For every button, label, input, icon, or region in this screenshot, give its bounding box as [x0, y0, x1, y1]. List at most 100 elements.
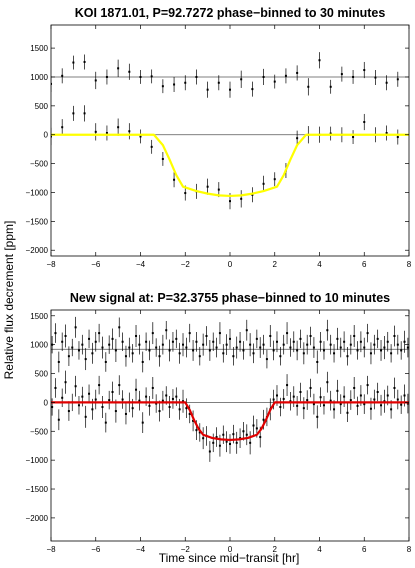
- data-point: [262, 418, 265, 421]
- data-point: [346, 355, 349, 358]
- data-point: [198, 355, 201, 358]
- data-point: [262, 182, 265, 185]
- plot-frame: [50, 24, 410, 257]
- y-tick-label: 1500: [30, 312, 48, 321]
- data-point: [206, 88, 209, 91]
- data-point: [356, 404, 359, 407]
- data-point: [105, 75, 108, 78]
- data-point: [229, 88, 231, 91]
- data-point: [81, 343, 84, 346]
- data-point: [173, 178, 176, 181]
- data-point: [206, 185, 209, 188]
- data-point: [158, 410, 161, 413]
- data-point: [366, 332, 369, 335]
- x-tick-label: 6: [362, 545, 367, 554]
- data-point: [376, 391, 379, 394]
- data-point: [124, 355, 127, 358]
- data-point: [67, 410, 70, 413]
- data-point: [385, 131, 388, 134]
- data-point: [312, 403, 315, 406]
- data-point: [333, 408, 336, 411]
- data-point: [318, 59, 321, 62]
- data-point: [252, 352, 255, 355]
- x-tick-label: −4: [136, 260, 146, 269]
- data-point: [188, 412, 191, 415]
- data-point: [229, 337, 231, 340]
- data-point: [135, 334, 138, 337]
- data-point: [339, 403, 342, 406]
- data-point: [81, 395, 84, 398]
- data-point: [232, 433, 235, 436]
- data-point: [205, 334, 208, 337]
- data-point: [192, 419, 195, 422]
- data-point: [148, 349, 151, 352]
- data-point: [282, 397, 285, 400]
- data-point: [363, 69, 366, 72]
- data-point: [359, 394, 362, 397]
- data-point: [249, 343, 252, 346]
- x-tick-label: −8: [46, 260, 56, 269]
- data-point: [173, 83, 176, 86]
- x-tick-label: −2: [181, 260, 191, 269]
- data-point: [333, 352, 336, 355]
- data-point: [61, 126, 64, 129]
- x-tick-label: 8: [407, 545, 412, 554]
- data-point: [135, 388, 138, 391]
- chart-panel-1: KOI 1871.01, P=92.7272 phase−binned to 3…: [26, 6, 412, 269]
- data-point: [282, 343, 285, 346]
- data-point: [349, 399, 352, 402]
- data-point: [316, 415, 319, 418]
- data-point: [175, 395, 178, 398]
- data-point: [151, 386, 154, 389]
- data-point: [217, 81, 220, 84]
- y-tick-label: −1000: [26, 456, 49, 465]
- data-point: [396, 136, 399, 139]
- data-point: [289, 400, 292, 403]
- data-point: [94, 130, 97, 133]
- data-point: [145, 340, 148, 343]
- data-point: [94, 398, 97, 401]
- data-point: [245, 433, 248, 436]
- data-point: [57, 418, 60, 421]
- data-point: [319, 396, 322, 399]
- data-point: [265, 358, 268, 361]
- data-point: [299, 391, 302, 394]
- data-point: [98, 384, 101, 387]
- data-point: [279, 355, 282, 358]
- x-tick-label: −6: [91, 260, 101, 269]
- data-point: [64, 334, 67, 337]
- y-tick-label: −500: [30, 427, 49, 436]
- data-point: [396, 343, 399, 346]
- data-point: [329, 85, 332, 88]
- data-point: [349, 343, 352, 346]
- x-tick-label: −4: [136, 545, 146, 554]
- data-point: [232, 355, 235, 358]
- data-point: [380, 404, 383, 407]
- data-point: [139, 135, 142, 138]
- y-axis-label: Relative flux decrement [ppm]: [2, 221, 16, 380]
- data-point: [273, 80, 276, 83]
- data-point: [104, 421, 107, 424]
- data-point: [279, 406, 282, 409]
- data-point: [74, 385, 77, 388]
- data-point: [161, 85, 164, 88]
- data-point: [252, 424, 255, 427]
- data-point: [148, 404, 151, 407]
- data-point: [380, 349, 383, 352]
- data-point: [77, 349, 80, 352]
- data-point: [51, 406, 54, 409]
- data-point: [54, 386, 57, 389]
- data-point: [386, 340, 389, 343]
- data-point: [353, 386, 356, 389]
- x-tick-label: 8: [407, 260, 412, 269]
- data-point: [67, 355, 70, 358]
- data-point: [222, 433, 225, 436]
- data-point: [292, 395, 295, 398]
- data-point: [340, 73, 343, 76]
- data-point: [373, 398, 376, 401]
- data-point: [275, 340, 278, 343]
- data-point: [208, 450, 211, 453]
- data-point: [114, 410, 117, 413]
- data-point: [369, 407, 372, 410]
- data-point: [255, 427, 258, 430]
